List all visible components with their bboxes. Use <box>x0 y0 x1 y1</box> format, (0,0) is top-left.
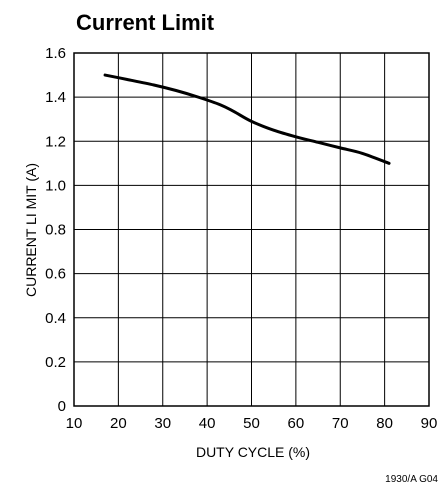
figure-code: 1930/A G04 <box>385 474 438 485</box>
x-tick-label: 80 <box>376 415 393 432</box>
y-tick-label: 0.8 <box>45 222 66 239</box>
x-axis-label: DUTY CYCLE (%) <box>196 444 310 460</box>
x-tick-label: 30 <box>154 415 171 432</box>
y-tick-label: 0.6 <box>45 266 66 283</box>
y-tick-label: 1.0 <box>45 177 66 194</box>
x-tick-label: 50 <box>243 415 260 432</box>
y-axis-label: CURRENT LI MIT (A) <box>23 163 39 297</box>
y-tick-label: 1.4 <box>45 89 66 106</box>
x-tick-label: 20 <box>110 415 127 432</box>
series-layer <box>103 73 391 165</box>
x-tick-label: 70 <box>332 415 349 432</box>
x-tick-label: 60 <box>288 415 305 432</box>
grid <box>73 52 430 407</box>
current-limit-curve <box>103 73 391 165</box>
plot-frame <box>73 52 430 407</box>
y-tick-label: 1.6 <box>45 45 66 62</box>
axis-ticks: 10 20 30 40 50 60 70 80 90 0 0.2 0.4 0.6 0.8 1.0 1.2 1.4… <box>45 45 437 432</box>
y-tick-label: 0.4 <box>45 310 66 327</box>
x-tick-label: 90 <box>421 415 438 432</box>
x-tick-label: 10 <box>66 415 83 432</box>
y-tick-label: 0.2 <box>45 354 66 371</box>
chart-title: Current Limit <box>76 10 215 35</box>
x-tick-label: 40 <box>199 415 216 432</box>
y-tick-label: 0 <box>58 398 66 415</box>
y-tick-label: 1.2 <box>45 133 66 150</box>
